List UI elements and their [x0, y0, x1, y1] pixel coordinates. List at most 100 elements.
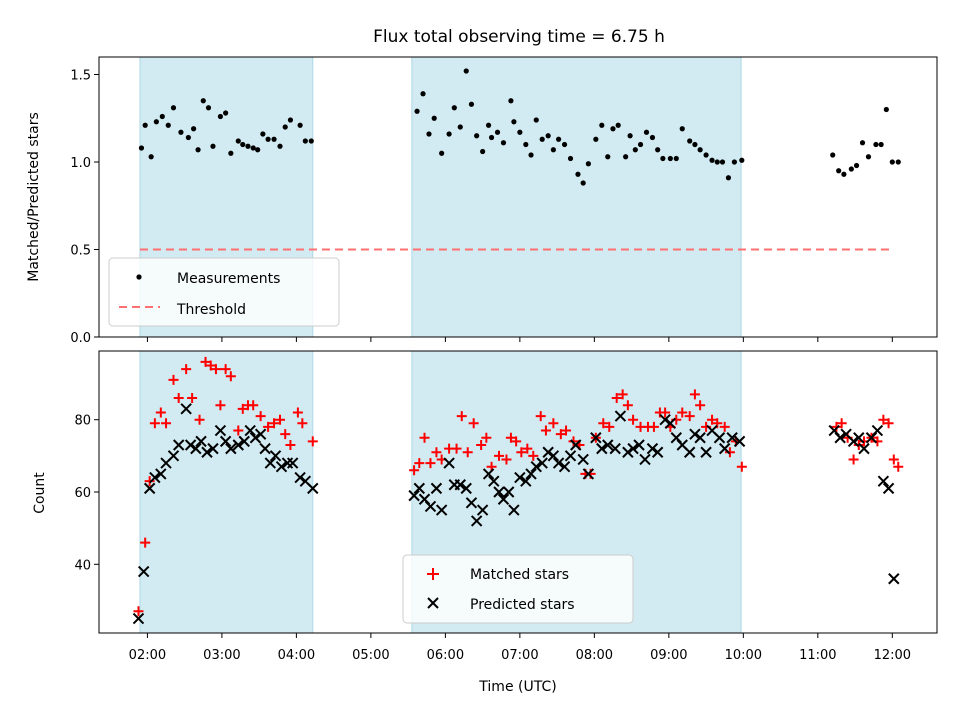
- predicted-star-marker: [602, 439, 614, 451]
- measurement-point: [660, 155, 666, 162]
- matched-star-marker: [161, 418, 172, 429]
- matched-star-marker: [684, 411, 695, 422]
- measurement-point: [841, 171, 847, 177]
- measurement-points: [138, 68, 901, 186]
- measurement-point: [649, 134, 656, 141]
- measurement-point: [494, 129, 501, 135]
- measurement-point: [511, 119, 517, 125]
- measurement-point: [679, 126, 685, 132]
- measurement-point: [142, 122, 148, 128]
- x-tick-label: 11:00: [799, 648, 836, 663]
- matched-star-marker: [604, 421, 615, 432]
- matched-star-marker: [648, 421, 659, 432]
- matched-star-marker: [476, 440, 487, 450]
- matched-star-marker: [144, 476, 155, 487]
- predicted-star-marker: [132, 612, 145, 625]
- matched-star-marker: [893, 461, 904, 472]
- predicted-star-marker: [172, 439, 185, 451]
- measurement-point: [585, 161, 591, 167]
- matched-star-marker: [194, 414, 205, 425]
- measurement-point: [561, 141, 568, 148]
- top-panel: 0.0 0.5 1.0 1.5 Matched/Predicted stars Mea…: [26, 56, 938, 346]
- predicted-star-marker: [508, 504, 520, 516]
- matched-star-marker: [689, 389, 700, 400]
- measurement-point: [859, 140, 866, 146]
- x-tick-label: 10:00: [725, 648, 762, 663]
- measurement-point: [165, 122, 171, 128]
- measurement-point: [420, 91, 426, 97]
- measurement-point: [865, 154, 872, 160]
- matched-star-marker: [269, 418, 280, 429]
- measurement-point: [719, 159, 726, 165]
- legend-marker-measurements: [136, 274, 142, 280]
- predicted-star-marker: [552, 457, 565, 469]
- predicted-star-marker: [275, 460, 288, 473]
- matched-star-marker: [462, 447, 473, 458]
- measurement-point: [643, 129, 650, 135]
- measurement-point: [255, 147, 261, 153]
- matched-star-marker: [292, 407, 303, 418]
- predicted-star-points: [132, 404, 900, 625]
- measurement-point: [637, 141, 644, 148]
- predicted-star-marker: [454, 479, 466, 491]
- predicted-star-marker: [307, 482, 319, 495]
- measurement-point: [883, 106, 889, 113]
- matched-star-marker: [888, 454, 899, 465]
- predicted-star-marker: [530, 460, 542, 473]
- matched-star-marker: [848, 454, 859, 465]
- measurement-point: [667, 155, 673, 162]
- matched-star-marker: [598, 418, 609, 429]
- measurement-point: [282, 124, 288, 130]
- y-axis-title-top: Matched/Predicted stars: [26, 112, 42, 282]
- matched-star-marker: [836, 418, 847, 429]
- legend-label-threshold: Threshold: [176, 302, 246, 318]
- predicted-star-marker: [858, 442, 870, 455]
- measurement-point: [235, 138, 241, 144]
- matched-star-marker: [233, 425, 244, 436]
- predicted-star-marker: [847, 435, 860, 448]
- measurement-point: [632, 147, 638, 153]
- matched-star-marker: [181, 364, 192, 375]
- measurement-point: [287, 117, 294, 123]
- measurement-point: [463, 68, 469, 74]
- matched-star-marker: [540, 425, 551, 436]
- x-axis-title: Time (UTC): [478, 679, 556, 695]
- predicted-star-marker: [190, 442, 202, 455]
- x-tick-label: 04:00: [278, 648, 315, 663]
- predicted-star-marker: [195, 435, 207, 448]
- predicted-star-marker: [281, 457, 294, 469]
- measurement-point: [593, 136, 599, 142]
- predicted-star-marker: [614, 410, 627, 422]
- measurement-point: [148, 154, 154, 160]
- matched-star-marker: [285, 440, 296, 450]
- measurement-point: [302, 138, 308, 144]
- measurement-point: [731, 159, 737, 165]
- measurement-point: [687, 138, 693, 144]
- matched-star-marker: [611, 393, 622, 403]
- y-axis-title-bottom: Count: [32, 472, 48, 514]
- x-tick-label: 08:00: [576, 648, 613, 663]
- predicted-star-marker: [264, 457, 277, 469]
- legend-marker-matched: [427, 568, 439, 580]
- measurement-point: [550, 147, 556, 153]
- measurement-point: [575, 171, 581, 177]
- measurement-point: [697, 147, 703, 153]
- measurement-point: [260, 131, 266, 137]
- predicted-star-marker: [476, 504, 489, 516]
- measurement-point: [848, 166, 854, 172]
- matched-star-marker: [155, 407, 166, 418]
- measurement-point: [446, 131, 452, 137]
- predicted-star-marker: [238, 435, 250, 448]
- predicted-star-marker: [430, 482, 443, 495]
- predicted-star-marker: [167, 450, 180, 462]
- predicted-star-marker: [542, 446, 554, 458]
- predicted-star-marker: [689, 428, 701, 440]
- predicted-star-marker: [254, 428, 267, 440]
- measurement-point: [480, 148, 486, 155]
- plot-frame-bottom: [98, 350, 938, 634]
- measurement-point: [178, 129, 184, 135]
- matched-star-marker: [200, 356, 211, 367]
- measurement-point: [277, 143, 283, 149]
- matched-star-marker: [140, 537, 151, 548]
- measurement-point: [533, 117, 539, 123]
